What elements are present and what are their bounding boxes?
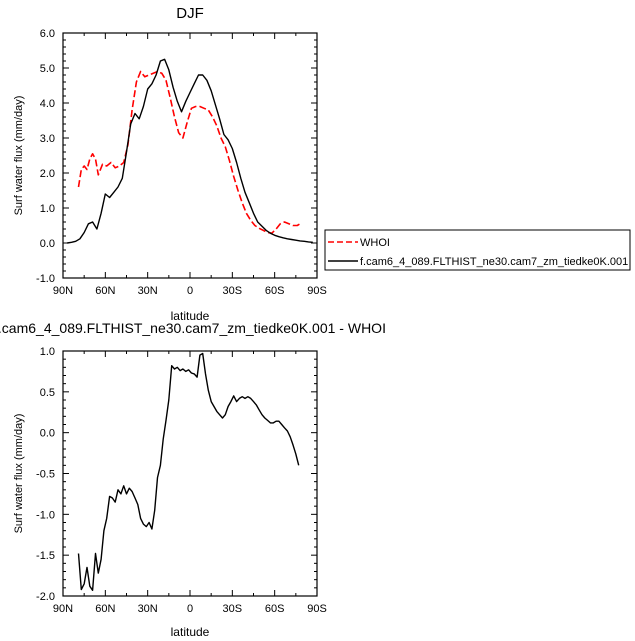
x-tick-label: 60N <box>95 603 115 615</box>
x-axis-label-1: latitude <box>171 625 210 639</box>
x-axis-label-0: latitude <box>171 309 210 323</box>
y-tick-label: 5.0 <box>40 63 55 75</box>
y-tick-label: 6.0 <box>40 28 55 40</box>
legend-label-1: f.cam6_4_089.FLTHIST_ne30.cam7_zm_tiedke… <box>360 256 628 268</box>
y-tick-label: -1.5 <box>36 550 55 562</box>
x-tick-label: 90N <box>53 603 73 615</box>
x-tick-label: 30N <box>138 603 158 615</box>
chart-title-0: DJF <box>176 5 204 22</box>
x-tick-label: 0 <box>187 603 193 615</box>
x-tick-label: 0 <box>187 285 193 297</box>
y-tick-label: -1.0 <box>36 273 55 285</box>
x-tick-label: 90S <box>307 285 327 297</box>
x-tick-label: 60S <box>265 285 285 297</box>
series-line-1-0 <box>77 352 300 591</box>
series-line-0-0 <box>77 70 301 234</box>
y-tick-label: 0.0 <box>40 428 55 440</box>
x-tick-label: 60S <box>265 603 285 615</box>
y-tick-label: -1.0 <box>36 509 55 521</box>
legend-box <box>324 229 631 271</box>
y-tick-label: 0.0 <box>40 238 55 250</box>
x-tick-label: 90N <box>53 285 73 297</box>
x-tick-label: 60N <box>95 285 115 297</box>
y-tick-label: 2.0 <box>40 168 55 180</box>
y-axis-label-0: Surf water flux (mm/day) <box>13 96 25 216</box>
y-axis-label-1: Surf water flux (mm/day) <box>13 414 25 534</box>
series-line-0-1 <box>67 58 313 244</box>
y-tick-label: -2.0 <box>36 591 55 603</box>
x-tick-label: 30S <box>223 285 243 297</box>
legend-label-0: WHOI <box>360 237 390 249</box>
plot-frame-0 <box>62 32 318 279</box>
x-tick-label: 30S <box>223 603 243 615</box>
y-tick-label: 0.5 <box>40 387 55 399</box>
chart-title-1: f.cam6_4_089.FLTHIST_ne30.cam7_zm_tiedke… <box>0 320 386 336</box>
y-tick-label: 4.0 <box>40 98 55 110</box>
x-tick-label: 30N <box>138 285 158 297</box>
y-tick-label: 3.0 <box>40 133 55 145</box>
y-tick-label: 1.0 <box>40 346 55 358</box>
y-tick-label: -0.5 <box>36 469 55 481</box>
y-tick-label: 1.0 <box>40 203 55 215</box>
x-tick-label: 90S <box>307 603 327 615</box>
